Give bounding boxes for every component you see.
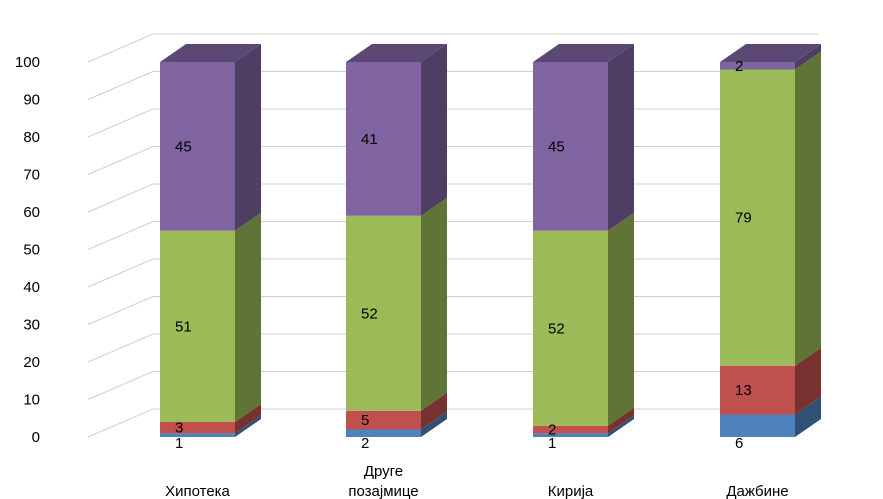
data-label: 45: [175, 138, 192, 155]
data-label: 6: [735, 435, 743, 452]
y-tick-label: 20: [23, 354, 40, 371]
bar-segment-side: [608, 407, 634, 434]
y-tick-label: 100: [15, 54, 40, 71]
y-tick-label: 90: [23, 92, 40, 109]
bar-segment: [720, 62, 795, 70]
bar-segment: [160, 230, 235, 422]
data-label: 3: [175, 420, 183, 437]
bar-segment: [720, 414, 795, 437]
bar-segment: [720, 365, 795, 415]
data-label: 79: [735, 210, 752, 227]
data-label: 52: [548, 320, 565, 337]
y-tick-label: 60: [23, 204, 40, 221]
bar-top: [346, 44, 447, 62]
category-label: Кирија: [548, 483, 594, 499]
bar-segment: [533, 230, 608, 426]
bar-segment-side: [795, 51, 821, 366]
bar-segment: [160, 62, 235, 231]
bar-segment: [160, 422, 235, 434]
bar-segment-side: [235, 415, 261, 437]
data-label: 45: [548, 138, 565, 155]
y-tick-label: 0: [32, 429, 40, 446]
data-label: 2: [548, 422, 556, 439]
y-tick-label: 40: [23, 279, 40, 296]
category-label: Друге: [364, 463, 403, 480]
bar-segment-side: [795, 44, 821, 70]
bar-segment-side: [421, 197, 447, 411]
category-label: Хипотека: [165, 483, 230, 499]
data-label: 41: [361, 131, 378, 148]
bar-segment-side: [421, 411, 447, 437]
y-tick-label: 80: [23, 129, 40, 146]
bar-segment-side: [608, 212, 634, 426]
bar-segment: [346, 62, 421, 216]
bar-segment-side: [795, 347, 821, 415]
y-axis-ticks: 0 10 20 30 40 50 60 70 80 90 100: [15, 54, 40, 446]
bar-segment: [160, 433, 235, 437]
data-label: 2: [735, 58, 743, 75]
bar-segment-side: [608, 415, 634, 437]
bar-top: [533, 44, 634, 62]
y-tick-label: 10: [23, 392, 40, 409]
category-labels: Хипотека Друге позајмице Кирија Дажбине: [165, 463, 789, 499]
bar-segment-side: [235, 404, 261, 434]
bar-segment: [533, 62, 608, 231]
y-tick-label: 50: [23, 242, 40, 259]
bar-segment: [533, 425, 608, 434]
bar-top: [160, 44, 261, 62]
bar-segment: [533, 433, 608, 437]
data-label: 1: [548, 435, 556, 452]
bar-segment: [346, 410, 421, 430]
bar-top: [720, 44, 821, 62]
bar-segment-side: [421, 44, 447, 216]
data-label: 13: [735, 382, 752, 399]
bars: [160, 44, 821, 437]
bar-segment-side: [795, 396, 821, 437]
data-label: 52: [361, 305, 378, 322]
y-tick-label: 30: [23, 317, 40, 334]
bar-segment-side: [608, 44, 634, 231]
data-label: 5: [361, 412, 369, 429]
bar-segment-side: [235, 212, 261, 422]
y-tick-label: 70: [23, 167, 40, 184]
category-label: Дажбине: [726, 483, 788, 499]
data-label: 51: [175, 318, 192, 335]
gridline: [87, 33, 818, 63]
data-label: 2: [361, 435, 369, 452]
bar-segment: [720, 69, 795, 366]
bar-segment-side: [235, 44, 261, 231]
bar-segment: [346, 429, 421, 437]
bar-segment: [346, 215, 421, 411]
category-label: позајмице: [348, 483, 418, 499]
bar-segment-side: [421, 392, 447, 430]
data-label: 1: [175, 435, 183, 452]
